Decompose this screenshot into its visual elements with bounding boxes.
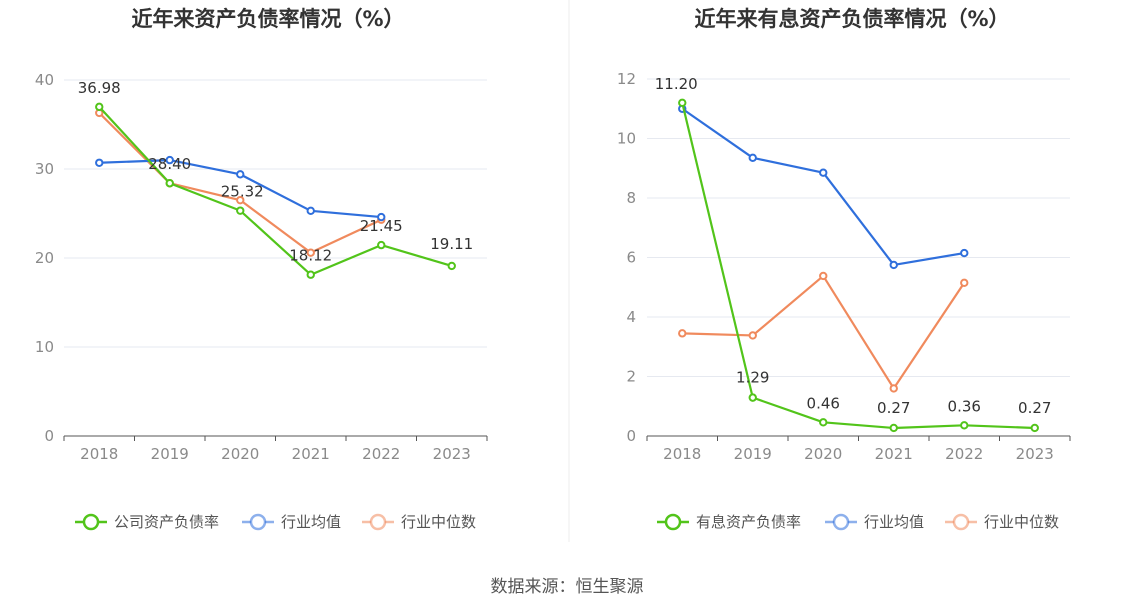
y-tick-label: 2 — [626, 368, 636, 386]
x-tick-label: 2021 — [292, 445, 330, 463]
y-tick-label: 8 — [626, 189, 636, 207]
data-point — [960, 421, 969, 430]
y-tick-label: 10 — [617, 130, 636, 148]
data-point — [95, 158, 104, 167]
data-label: 0.27 — [1018, 399, 1051, 417]
data-point — [889, 260, 898, 270]
legend-label: 行业中位数 — [984, 513, 1059, 531]
y-tick-label: 6 — [626, 249, 636, 267]
x-tick-label: 2019 — [151, 445, 189, 463]
data-label: 36.98 — [78, 79, 121, 97]
legend-label: 行业均值 — [864, 513, 924, 531]
legend-marker-circle — [369, 513, 387, 531]
legend-marker-circle — [82, 513, 100, 531]
data-point — [236, 206, 245, 215]
data-point — [306, 270, 315, 279]
data-label: 1.29 — [736, 369, 769, 387]
data-label: 11.20 — [655, 75, 698, 93]
data-label: 0.36 — [948, 397, 981, 415]
chart-panel-debt-ratio: 近年来资产负债率情况（%） 0 10 20 30 40 2018 2019 2020 2021 20… — [35, 7, 488, 531]
data-label: 25.32 — [221, 183, 264, 201]
legend-label: 公司资产负债率 — [114, 513, 219, 531]
x-tick-label: 2018 — [663, 445, 701, 463]
data-point — [819, 418, 828, 427]
x-tick-label: 2021 — [875, 445, 913, 463]
y-tick-label: 0 — [44, 427, 54, 445]
legend-label: 行业均值 — [281, 513, 341, 531]
data-point — [236, 195, 245, 205]
legend-marker-circle — [664, 513, 682, 531]
series-line — [681, 102, 1035, 430]
data-point — [748, 331, 757, 340]
data-label: 0.27 — [877, 399, 910, 417]
data-label: 21.45 — [360, 217, 403, 235]
data-label: 18.12 — [289, 247, 332, 265]
x-tick-label: 2020 — [221, 445, 259, 463]
data-point — [447, 261, 456, 271]
legend-label: 有息资产负债率 — [696, 513, 801, 531]
data-point — [678, 98, 687, 108]
x-tick-label: 2022 — [945, 445, 983, 463]
data-point — [889, 423, 898, 433]
data-point — [306, 206, 315, 216]
y-tick-label: 40 — [35, 71, 54, 89]
data-label: 28.40 — [148, 155, 191, 173]
data-point — [889, 384, 898, 393]
data-point — [1030, 423, 1039, 433]
data-source-footer: 数据来源：恒生聚源 — [491, 577, 644, 597]
data-point — [960, 278, 969, 287]
y-tick-label: 20 — [35, 249, 54, 267]
data-label: 19.11 — [430, 235, 473, 253]
data-point — [95, 102, 104, 112]
legend-marker-circle — [832, 513, 850, 531]
data-point — [748, 393, 757, 402]
data-point — [377, 240, 386, 250]
data-point — [678, 329, 687, 338]
y-tick-label: 12 — [617, 70, 636, 88]
chart-title: 近年来有息资产负债率情况（%） — [694, 7, 1009, 31]
legend-label: 行业中位数 — [401, 513, 476, 531]
data-point — [377, 212, 386, 222]
y-tick-label: 10 — [35, 338, 54, 356]
legend-marker-circle — [952, 513, 970, 531]
chart-title: 近年来资产负债率情况（%） — [131, 7, 404, 31]
chart-panel-interest-debt-ratio: 近年来有息资产负债率情况（%） 0 2 4 6 8 10 12 2018 2019 2020 2021… — [617, 7, 1071, 531]
y-tick-label: 0 — [626, 427, 636, 445]
y-tick-label: 30 — [35, 160, 54, 178]
x-tick-label: 2023 — [433, 445, 471, 463]
series-line — [681, 107, 965, 267]
data-label: 0.46 — [807, 394, 840, 412]
x-tick-label: 2020 — [804, 445, 842, 463]
series-line — [682, 274, 966, 390]
data-point — [306, 248, 315, 257]
data-point — [165, 155, 174, 165]
x-tick-label: 2022 — [362, 445, 400, 463]
data-point — [960, 248, 969, 258]
data-point — [748, 153, 757, 163]
data-point — [236, 170, 245, 179]
x-tick-label: 2019 — [734, 445, 772, 463]
data-point — [819, 271, 828, 281]
data-point — [819, 168, 828, 177]
y-tick-label: 4 — [626, 308, 636, 326]
data-point — [165, 179, 174, 188]
x-tick-label: 2023 — [1016, 445, 1054, 463]
x-tick-label: 2018 — [80, 445, 118, 463]
legend-marker-circle — [249, 513, 267, 531]
series-line — [98, 106, 453, 276]
